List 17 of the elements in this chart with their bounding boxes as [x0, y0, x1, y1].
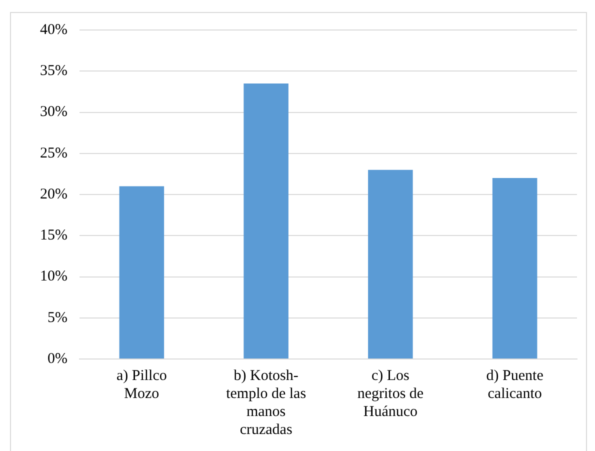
x-tick-label: b) Kotosh- templo de las manos cruzadas: [226, 368, 306, 438]
bar: [119, 186, 164, 358]
x-tick-label: a) Pillco Mozo: [116, 368, 167, 402]
bar: [492, 178, 538, 358]
y-tick-label: 10%: [40, 268, 68, 285]
bar: [244, 83, 288, 358]
x-tick-label: d) Puente calicanto: [486, 368, 544, 402]
y-tick-label: 5%: [47, 310, 68, 326]
y-tick-label: 25%: [40, 145, 68, 162]
y-tick-label: 20%: [40, 186, 68, 202]
y-tick-label: 15%: [40, 228, 68, 244]
bar: [368, 170, 413, 358]
y-tick-label: 40%: [40, 22, 68, 38]
y-tick-label: 30%: [40, 104, 68, 120]
y-tick-label: 35%: [40, 63, 68, 80]
y-tick-label: 0%: [47, 350, 68, 367]
x-tick-label: c) Los negritos de Huánuco: [357, 368, 424, 420]
